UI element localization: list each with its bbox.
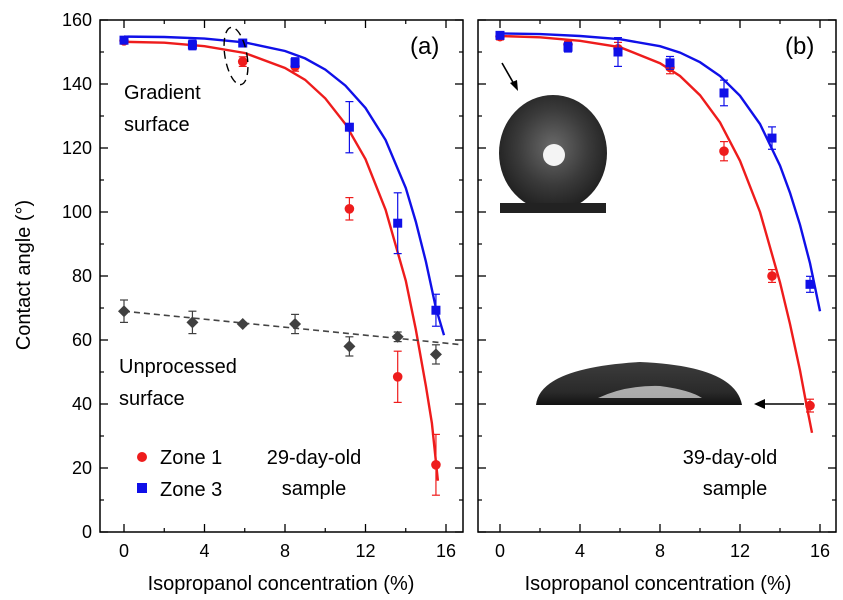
unprocessed-fit-line [123, 310, 463, 346]
zone-3-point [719, 88, 729, 98]
panel-a-sample-line2: sample [282, 478, 346, 500]
unprocessed-annotation-line2: surface [119, 388, 185, 410]
zone-3-point [767, 133, 777, 143]
panel-b-sample-line1: 39-day-old [683, 447, 778, 469]
unprocessed-annotation-line1: Unprocessed [119, 356, 237, 378]
droplet-low-angle-highlight [598, 385, 702, 398]
zone-1-point [805, 400, 815, 411]
unprocessed-point [429, 348, 442, 361]
y-tick-label: 40 [72, 394, 92, 414]
panel-b-sample-line2: sample [703, 478, 767, 500]
y-tick-label: 20 [72, 458, 92, 478]
zone-3-point [238, 38, 248, 48]
zone-3-point [805, 279, 815, 289]
gradient-annotation-line1: Gradient [124, 82, 201, 104]
arrow-to-low-droplet [754, 399, 804, 409]
y-tick-label: 140 [62, 74, 92, 94]
panel-b-x-axis-title: Isopropanol concentration (%) [525, 573, 792, 595]
zone-3-point [665, 58, 675, 68]
unprocessed-point [289, 318, 302, 330]
panel-b-x-ticks: 0 4 8 12 16 [495, 20, 830, 561]
unprocessed-point [186, 316, 199, 329]
y-tick-label: 100 [62, 202, 92, 222]
x-tick-label: 16 [810, 541, 830, 561]
legend-zone3-marker [137, 483, 147, 493]
panel-b-label: (b) [785, 33, 814, 60]
zone-3-point [290, 58, 300, 68]
droplet-high-angle-surface [500, 203, 606, 213]
zone-1-fit-line [499, 34, 814, 434]
panel-b-y-ticks [478, 19, 836, 533]
zone-1-point [237, 56, 248, 67]
legend: Zone 1 Zone 3 [137, 447, 222, 501]
panel-b-fit-curves [499, 32, 822, 434]
zone-3-point [563, 42, 573, 52]
zone-3-point [613, 47, 623, 57]
droplet-low-angle-body [536, 362, 742, 405]
zone-1-point [767, 271, 777, 281]
y-tick-label: 160 [62, 10, 92, 30]
panel-a-label: (a) [410, 33, 439, 60]
droplet-low-angle-image [536, 362, 742, 405]
gradient-ellipse-marker [223, 26, 249, 86]
y-axis-title: Contact angle (°) [13, 200, 35, 350]
unprocessed-point [343, 340, 356, 353]
x-tick-label: 12 [355, 541, 375, 561]
zone-3-point [187, 40, 197, 50]
panel-a-x-axis-title: Isopropanol concentration (%) [148, 573, 415, 595]
x-tick-label: 8 [655, 541, 665, 561]
x-tick-label: 8 [280, 541, 290, 561]
droplet-high-angle-highlight [543, 144, 565, 166]
x-tick-label: 4 [575, 541, 585, 561]
x-tick-label: 0 [495, 541, 505, 561]
zone-3-point [119, 35, 129, 45]
panel-a-x-ticks: 0 4 8 12 16 [119, 20, 456, 561]
y-tick-label: 120 [62, 138, 92, 158]
panel-a-sample-line1: 29-day-old [267, 447, 362, 469]
legend-zone1-marker [137, 452, 147, 462]
zone-1-fit-line [123, 40, 440, 481]
x-tick-label: 0 [119, 541, 129, 561]
panel-b-data-points [495, 30, 815, 413]
droplet-high-angle-image [496, 85, 608, 213]
panel-a-data-points [118, 35, 442, 496]
x-tick-label: 16 [436, 541, 456, 561]
unprocessed-point [236, 318, 249, 330]
x-tick-label: 12 [730, 541, 750, 561]
panel-a-y-ticks: 0 20 40 60 80 100 120 140 160 [62, 10, 463, 542]
zone-3-point [344, 122, 354, 132]
panel-a: 0 20 40 60 80 100 120 140 160 0 4 8 12 16 (a) Gradie… [62, 10, 464, 595]
y-tick-label: 0 [82, 522, 92, 542]
legend-zone1-label: Zone 1 [160, 447, 222, 469]
unprocessed-point [391, 330, 404, 343]
zone-3-point [431, 305, 441, 315]
zone-1-point [392, 372, 403, 382]
zone-3-fit-line [499, 32, 822, 312]
x-tick-label: 4 [199, 541, 209, 561]
gradient-annotation-line2: surface [124, 114, 190, 136]
arrow-to-high-droplet [501, 62, 518, 91]
panel-b: 0 4 8 12 16 (b) 39-day-old sample Isopropano… [477, 19, 837, 595]
y-tick-label: 80 [72, 266, 92, 286]
zone-3-fit-line [123, 35, 446, 336]
legend-zone3-label: Zone 3 [160, 479, 222, 501]
y-tick-label: 60 [72, 330, 92, 350]
zone-3-point [495, 30, 505, 40]
zone-1-point [344, 204, 355, 214]
zone-1-point [719, 146, 729, 156]
unprocessed-point [118, 305, 130, 318]
zone-1-point [431, 460, 441, 470]
zone-3-point [393, 218, 403, 228]
